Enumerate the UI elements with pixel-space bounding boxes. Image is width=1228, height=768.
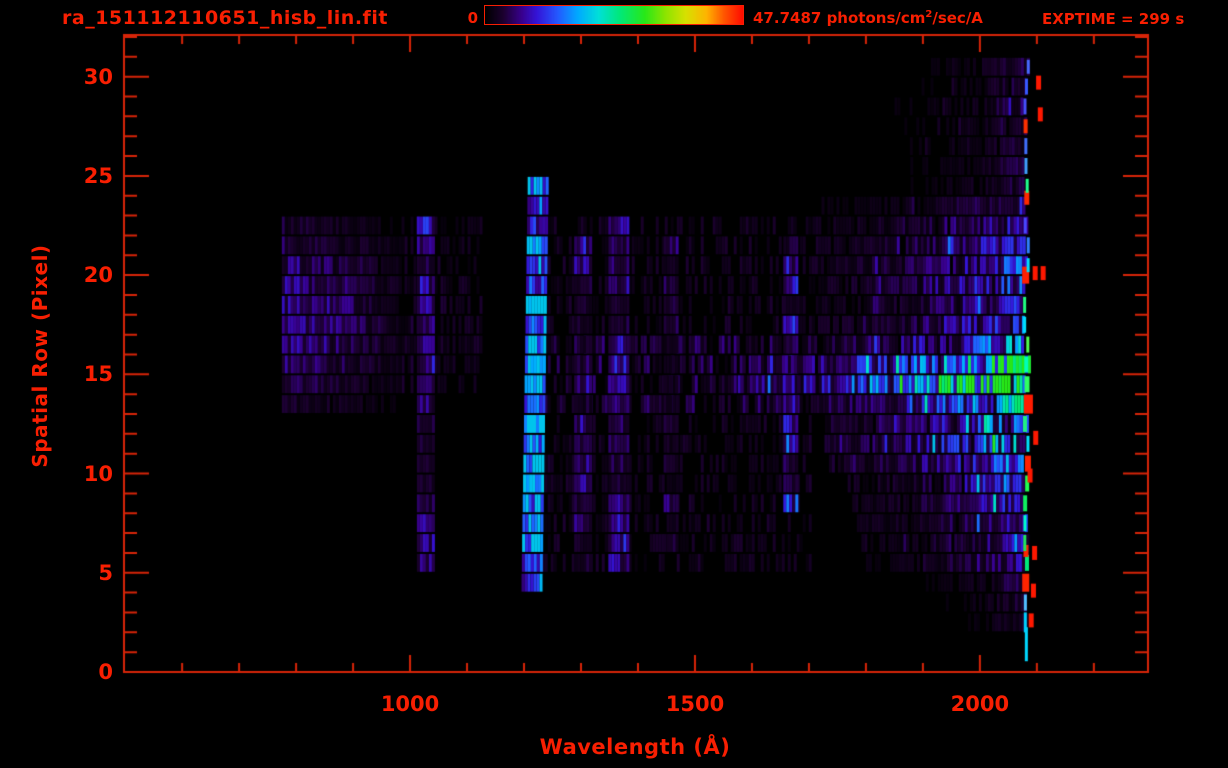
colorbar-units: photons/cm (826, 9, 926, 27)
y-tick-label: 10 (83, 461, 113, 486)
x-axis-title: Wavelength (Å) (539, 735, 731, 759)
y-tick-label: 15 (83, 362, 113, 387)
colorbar-max-label: 47.7487 photons/cm2/sec/A (753, 9, 983, 27)
y-tick-label: 30 (83, 64, 113, 89)
y-axis-title: Spatial Row (Pixel) (28, 244, 52, 468)
exptime-label: EXPTIME = 299 s (1042, 10, 1185, 28)
colorbar-units-sup: 2 (925, 9, 933, 20)
x-tick-label: 2000 (950, 692, 1010, 716)
x-tick-label: 1500 (665, 692, 725, 716)
colorbar-min-label: 0 (467, 9, 478, 27)
y-tick-label: 20 (83, 263, 113, 288)
x-tick-label: 1000 (380, 692, 440, 716)
colorbar-units-tail: /sec/A (932, 9, 983, 27)
y-tick-label: 5 (98, 560, 113, 585)
colorbar-gradient (484, 5, 744, 25)
y-tick-label: 0 (98, 660, 113, 684)
y-tick-label: 25 (83, 163, 113, 188)
colorbar-max-value: 47.7487 (753, 9, 822, 27)
file-title: ra_151112110651_hisb_lin.fit (62, 7, 388, 29)
